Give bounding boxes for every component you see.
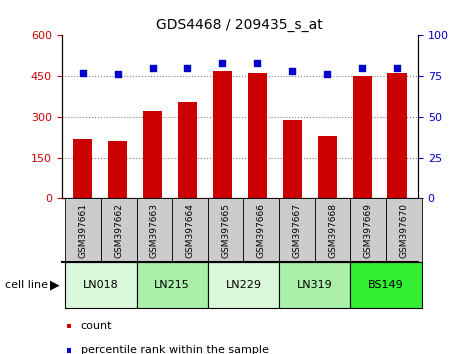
Bar <box>178 102 197 198</box>
Text: LN215: LN215 <box>154 280 190 290</box>
Text: percentile rank within the sample: percentile rank within the sample <box>81 346 269 354</box>
Bar <box>213 71 232 198</box>
Text: BS149: BS149 <box>368 280 404 290</box>
Text: LN018: LN018 <box>83 280 119 290</box>
Text: GSM397664: GSM397664 <box>186 202 194 258</box>
Bar <box>73 138 92 198</box>
Point <box>393 65 401 71</box>
Text: GSM397666: GSM397666 <box>257 202 266 258</box>
Text: cell line: cell line <box>5 280 48 290</box>
Text: GSM397663: GSM397663 <box>150 202 159 258</box>
Bar <box>283 120 302 198</box>
Text: GSM397662: GSM397662 <box>114 202 123 258</box>
Text: GSM397670: GSM397670 <box>399 202 408 258</box>
Text: GSM397669: GSM397669 <box>364 202 372 258</box>
Bar <box>108 141 127 198</box>
Bar <box>248 73 267 198</box>
Point <box>149 65 156 71</box>
Point <box>218 60 226 66</box>
Text: ▶: ▶ <box>50 279 59 291</box>
Bar <box>143 112 162 198</box>
Text: count: count <box>81 321 112 331</box>
Text: GSM397665: GSM397665 <box>221 202 230 258</box>
Text: GSM397667: GSM397667 <box>293 202 301 258</box>
Text: GSM397661: GSM397661 <box>79 202 87 258</box>
Point <box>79 70 86 76</box>
Point <box>114 72 122 77</box>
Point <box>358 65 366 71</box>
Text: LN229: LN229 <box>226 280 261 290</box>
Bar <box>352 76 372 198</box>
Point <box>288 68 296 74</box>
Point <box>184 65 191 71</box>
Text: GSM397668: GSM397668 <box>328 202 337 258</box>
Title: GDS4468 / 209435_s_at: GDS4468 / 209435_s_at <box>156 18 323 32</box>
Bar <box>318 136 337 198</box>
Text: LN319: LN319 <box>297 280 332 290</box>
Point <box>323 72 331 77</box>
Bar <box>388 73 407 198</box>
Point <box>254 60 261 66</box>
